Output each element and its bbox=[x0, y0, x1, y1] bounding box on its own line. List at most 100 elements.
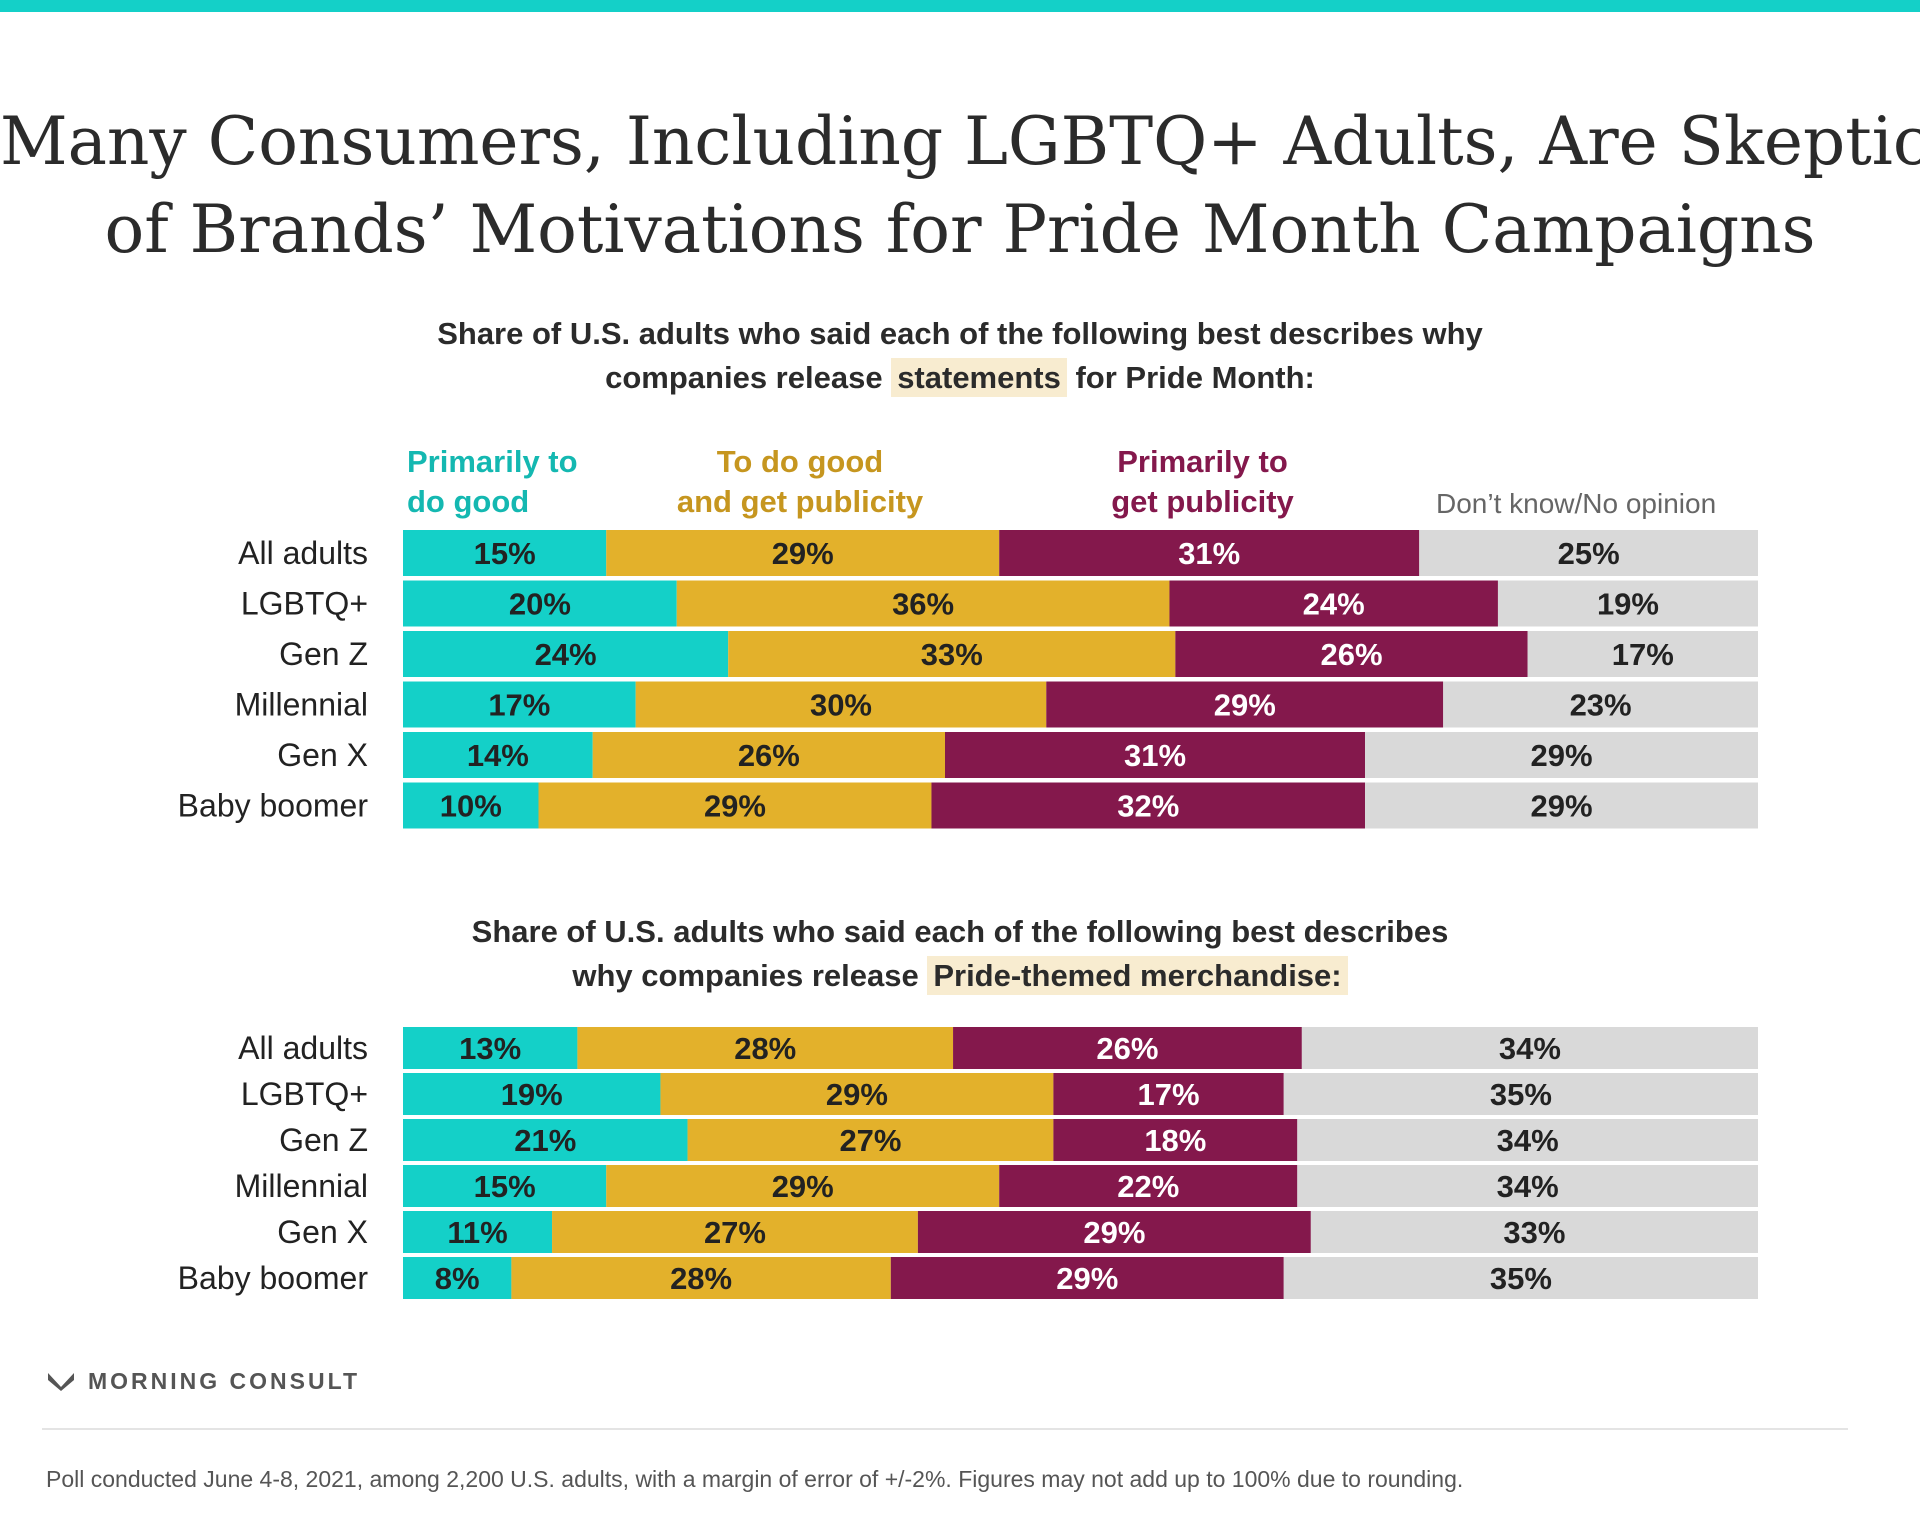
value-label-gen-x-good: 14% bbox=[467, 738, 529, 773]
bar-baby-boomer-publicity bbox=[931, 782, 1366, 829]
merch-stacked-bar-chart: All adults 13% 28% 26% 34% LGBTQ+ 19% 29% 17% 35%… bbox=[178, 1027, 1758, 1299]
bar-gen-z-both bbox=[728, 631, 1176, 677]
bar-gen-x-dont-know bbox=[1365, 732, 1758, 778]
value-label-all-adults-good: 15% bbox=[474, 536, 536, 571]
bar-lgbtq-publicity bbox=[1053, 1073, 1284, 1115]
bar-millennial-dont-know bbox=[1443, 681, 1758, 728]
value-label-baby-boomer-dont-know: 29% bbox=[1531, 789, 1593, 824]
value-label-gen-x-dont-know: 33% bbox=[1503, 1215, 1565, 1250]
value-label-lgbtq-both: 29% bbox=[826, 1077, 888, 1112]
value-label-lgbtq-publicity: 17% bbox=[1138, 1077, 1200, 1112]
value-label-baby-boomer-good: 8% bbox=[435, 1261, 480, 1296]
bar-millennial-both bbox=[635, 681, 1047, 728]
value-label-gen-x-both: 27% bbox=[704, 1215, 766, 1250]
bar-gen-x-good bbox=[403, 1211, 553, 1253]
value-label-millennial-both: 30% bbox=[810, 688, 872, 723]
bar-lgbtq-publicity bbox=[1169, 580, 1498, 627]
merch-highlight: Pride-themed merchandise: bbox=[927, 956, 1348, 995]
statements-highlight: statements bbox=[891, 358, 1067, 397]
bar-gen-z-dont-know bbox=[1297, 1119, 1758, 1161]
bar-gen-x-good bbox=[403, 732, 593, 778]
legend-good-line-1: Primarily to bbox=[407, 444, 578, 479]
value-label-lgbtq-both: 36% bbox=[892, 587, 954, 622]
bar-lgbtq-good bbox=[403, 580, 677, 627]
title-line-1: Many Consumers, Including LGBTQ+ Adults,… bbox=[0, 103, 1920, 180]
logo-text: MORNING CONSULT bbox=[88, 1367, 361, 1394]
merch-subtitle-pre: why companies release bbox=[572, 958, 928, 993]
merch-subtitle-line-1: Share of U.S. adults who said each of th… bbox=[471, 914, 1449, 949]
value-label-all-adults-dont-know: 25% bbox=[1558, 536, 1620, 571]
value-label-baby-boomer-both: 28% bbox=[670, 1261, 732, 1296]
category-label-all-adults: All adults bbox=[238, 535, 368, 571]
bar-all-adults-publicity bbox=[999, 530, 1420, 576]
value-label-gen-x-both: 26% bbox=[738, 738, 800, 773]
bar-millennial-publicity bbox=[999, 1165, 1298, 1207]
value-label-millennial-both: 29% bbox=[772, 1169, 834, 1204]
value-label-lgbtq-good: 20% bbox=[509, 587, 571, 622]
bar-gen-z-good bbox=[403, 1119, 688, 1161]
bar-all-adults-both bbox=[606, 530, 1000, 576]
legend-good: Primarily to do good bbox=[407, 442, 578, 522]
bar-lgbtq-good bbox=[403, 1073, 661, 1115]
value-label-lgbtq-good: 19% bbox=[501, 1077, 563, 1112]
legend-both: To do good and get publicity bbox=[660, 442, 940, 522]
bar-lgbtq-dont-know bbox=[1497, 580, 1758, 627]
value-label-all-adults-good: 13% bbox=[459, 1031, 521, 1066]
category-label-all-adults: All adults bbox=[238, 1030, 368, 1066]
bar-millennial-both bbox=[606, 1165, 1000, 1207]
bar-gen-z-publicity bbox=[1053, 1119, 1298, 1161]
bar-lgbtq-both bbox=[660, 1073, 1054, 1115]
category-label-gen-z: Gen Z bbox=[279, 1122, 368, 1158]
footer-divider bbox=[42, 1428, 1848, 1430]
bar-millennial-publicity bbox=[1046, 681, 1444, 728]
value-label-baby-boomer-good: 10% bbox=[440, 789, 502, 824]
value-label-gen-z-good: 24% bbox=[535, 637, 597, 672]
statements-stacked-bar-chart: All adults 15% 29% 31% 25% LGBTQ+ 20% 36% 24% 19%… bbox=[178, 530, 1758, 829]
bar-baby-boomer-dont-know bbox=[1365, 782, 1758, 829]
legend-good-line-2: do good bbox=[407, 484, 530, 519]
value-label-gen-z-both: 33% bbox=[921, 637, 983, 672]
category-label-millennial: Millennial bbox=[235, 1168, 368, 1204]
bar-baby-boomer-good bbox=[403, 1257, 512, 1299]
title-line-2: of Brands’ Motivations for Pride Month C… bbox=[104, 191, 1816, 268]
value-label-all-adults-publicity: 31% bbox=[1178, 536, 1240, 571]
bar-all-adults-good bbox=[403, 1027, 578, 1069]
value-label-lgbtq-publicity: 24% bbox=[1303, 587, 1365, 622]
value-label-gen-x-dont-know: 29% bbox=[1531, 738, 1593, 773]
value-label-all-adults-publicity: 26% bbox=[1096, 1031, 1158, 1066]
legend-both-line-1: To do good bbox=[716, 444, 884, 479]
value-label-gen-z-publicity: 26% bbox=[1320, 637, 1382, 672]
legend-publicity-line-1: Primarily to bbox=[1117, 444, 1288, 479]
category-label-gen-z: Gen Z bbox=[279, 636, 368, 672]
value-label-millennial-good: 15% bbox=[474, 1169, 536, 1204]
category-label-lgbtq: LGBTQ+ bbox=[241, 1076, 368, 1112]
category-label-millennial: Millennial bbox=[235, 687, 368, 723]
bar-gen-z-good bbox=[403, 631, 729, 677]
category-label-baby-boomer: Baby boomer bbox=[178, 1260, 369, 1296]
value-label-gen-z-good: 21% bbox=[514, 1123, 576, 1158]
bar-millennial-good bbox=[403, 681, 636, 728]
bar-all-adults-both bbox=[577, 1027, 954, 1069]
value-label-gen-z-dont-know: 17% bbox=[1612, 637, 1674, 672]
bar-all-adults-dont-know bbox=[1301, 1027, 1758, 1069]
legend-both-line-2: and get publicity bbox=[676, 484, 924, 519]
bar-millennial-dont-know bbox=[1297, 1165, 1758, 1207]
value-label-gen-x-good: 11% bbox=[447, 1215, 507, 1250]
bar-baby-boomer-both bbox=[538, 782, 932, 829]
bar-baby-boomer-both bbox=[511, 1257, 891, 1299]
merch-subtitle-line-2: why companies release Pride-themed merch… bbox=[260, 954, 1660, 998]
legend-publicity-line-2: get publicity bbox=[1111, 484, 1294, 519]
value-label-lgbtq-dont-know: 35% bbox=[1490, 1077, 1552, 1112]
bar-baby-boomer-publicity bbox=[890, 1257, 1284, 1299]
value-label-baby-boomer-both: 29% bbox=[704, 789, 766, 824]
statements-subtitle-post: for Pride Month: bbox=[1066, 360, 1315, 395]
bar-gen-z-both bbox=[687, 1119, 1054, 1161]
value-label-baby-boomer-publicity: 29% bbox=[1056, 1261, 1118, 1296]
value-label-gen-z-both: 27% bbox=[839, 1123, 901, 1158]
bar-all-adults-good bbox=[403, 530, 607, 576]
statements-subtitle-line-2: companies release statements for Pride M… bbox=[260, 356, 1660, 400]
category-label-gen-x: Gen X bbox=[277, 1214, 368, 1250]
value-label-all-adults-both: 28% bbox=[734, 1031, 796, 1066]
legend-publicity: Primarily to get publicity bbox=[1090, 442, 1315, 522]
bar-gen-x-both bbox=[552, 1211, 918, 1253]
